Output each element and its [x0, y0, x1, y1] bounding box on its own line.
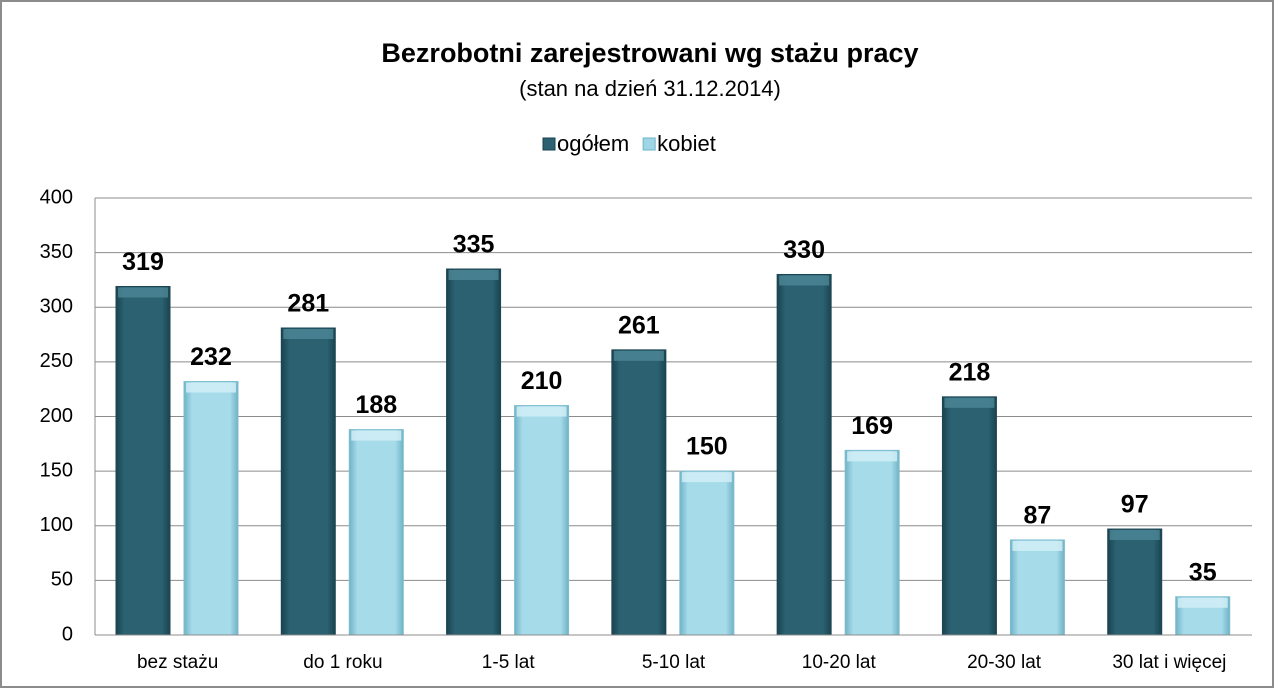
data-label: 281	[287, 290, 329, 318]
y-tick-label: 350	[40, 241, 73, 263]
bar	[183, 381, 239, 636]
data-label: 87	[1024, 502, 1052, 530]
bar	[941, 396, 997, 636]
bar	[1107, 528, 1163, 636]
bar-cap	[351, 430, 402, 441]
data-label: 169	[851, 412, 893, 440]
legend-swatch	[542, 137, 556, 151]
bar-cap	[613, 350, 664, 361]
x-tick-label: 30 lat i więcej	[1112, 652, 1226, 673]
bar	[776, 273, 832, 636]
x-tick-label: 1-5 lat	[482, 652, 536, 673]
bar	[514, 405, 570, 636]
bar	[1009, 539, 1065, 636]
y-tick-label: 50	[51, 569, 73, 591]
bar-cap	[118, 287, 168, 298]
y-tick-label: 250	[40, 350, 73, 372]
x-tick-label: bez stażu	[137, 652, 218, 673]
y-tick-label: 0	[62, 623, 73, 645]
bar	[280, 327, 336, 636]
data-label: 335	[453, 231, 495, 259]
legend-label: ogółem	[557, 131, 629, 156]
bar-cap	[944, 397, 995, 408]
data-label: 319	[122, 248, 164, 276]
data-label: 330	[783, 236, 825, 264]
y-tick-label: 200	[40, 405, 73, 427]
bar-cap	[681, 472, 732, 483]
y-tick-label: 150	[40, 459, 73, 481]
data-label: 188	[355, 391, 397, 419]
y-tick-label: 400	[40, 186, 73, 208]
bar	[611, 349, 667, 636]
bar-cap	[1109, 530, 1160, 541]
bar-cap	[847, 451, 898, 462]
legend-label: kobiet	[657, 131, 716, 156]
x-tick-label: 20-30 lat	[967, 652, 1042, 673]
x-tick-label: 10-20 lat	[802, 652, 877, 673]
legend-swatch	[642, 137, 656, 151]
data-label: 210	[521, 367, 563, 395]
data-label: 35	[1189, 558, 1217, 586]
y-tick-label: 300	[40, 296, 73, 318]
data-label: 218	[949, 358, 991, 386]
bar	[844, 449, 900, 636]
bar-cap	[779, 275, 830, 286]
bar-cap	[516, 406, 567, 417]
y-tick-label: 100	[40, 514, 73, 536]
bar-cap	[186, 382, 236, 393]
bar-cap	[1012, 540, 1063, 551]
chart-title: Bezrobotni zarejestrowani wg stażu pracy	[381, 38, 918, 68]
bar	[348, 429, 404, 636]
data-label: 232	[190, 343, 232, 371]
data-label: 97	[1121, 491, 1149, 519]
bar	[115, 285, 171, 636]
bar	[446, 268, 502, 636]
bar	[679, 470, 735, 636]
chart-subtitle: (stan na dzień 31.12.2014)	[519, 76, 781, 101]
bar-cap	[448, 270, 499, 281]
data-label: 261	[618, 311, 660, 339]
x-tick-label: 5-10 lat	[642, 652, 706, 673]
bar-cap	[1177, 597, 1228, 608]
data-label: 150	[686, 433, 728, 461]
bar-cap	[283, 329, 334, 340]
x-tick-label: do 1 roku	[303, 652, 382, 673]
